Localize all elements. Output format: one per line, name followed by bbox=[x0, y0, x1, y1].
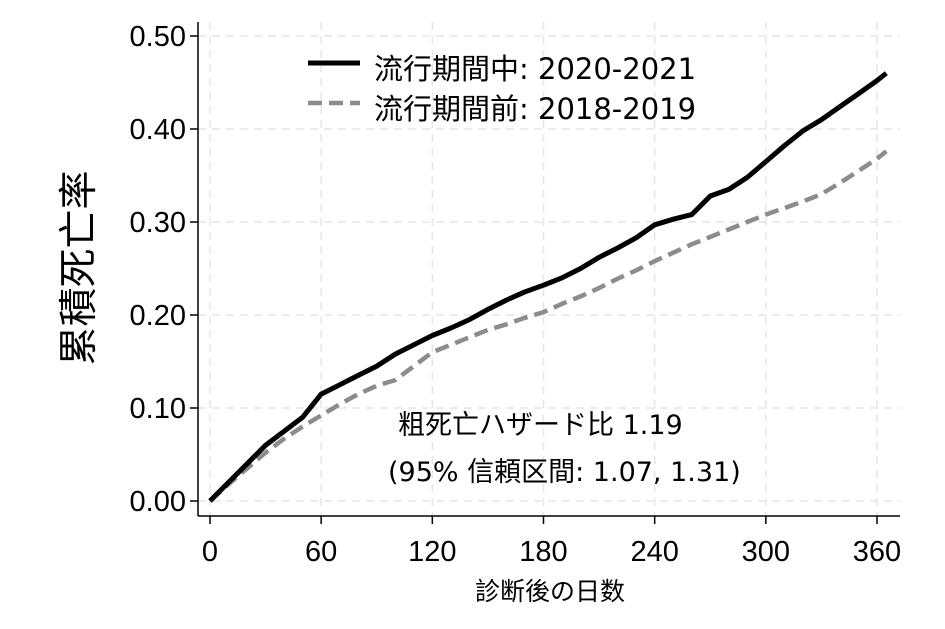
confidence-interval-annotation: (95% 信頼区間: 1.07, 1.31) bbox=[388, 457, 741, 488]
y-tick-label: 0.00 bbox=[130, 486, 186, 518]
legend-label-series-2: 流行期間前: 2018-2019 bbox=[374, 92, 696, 126]
y-tick-label: 0.20 bbox=[130, 300, 186, 332]
legend: 流行期間中: 2020-2021 流行期間前: 2018-2019 bbox=[308, 52, 696, 126]
x-tick-label: 240 bbox=[630, 536, 678, 568]
x-tick-label: 0 bbox=[202, 536, 218, 568]
y-tick-label: 0.10 bbox=[130, 393, 186, 425]
x-tick-label: 180 bbox=[519, 536, 567, 568]
series-line-2 bbox=[208, 149, 888, 503]
y-tick-label: 0.30 bbox=[130, 207, 186, 239]
legend-label-series-1: 流行期間中: 2020-2021 bbox=[374, 52, 696, 86]
y-axis-label: 累積死亡率 bbox=[57, 170, 102, 365]
y-tick-label: 0.40 bbox=[130, 114, 186, 146]
series bbox=[208, 71, 888, 503]
ticks: 0 60 120 180 240 300 360 0.00 0.10 0.20 0.30 0.40 0.… bbox=[130, 21, 902, 568]
axes bbox=[197, 22, 900, 517]
x-tick-label: 120 bbox=[408, 536, 456, 568]
grid bbox=[198, 22, 900, 516]
x-tick-label: 300 bbox=[742, 536, 790, 568]
y-tick-label: 0.50 bbox=[130, 21, 186, 53]
series-line-1 bbox=[208, 71, 888, 503]
x-tick-label: 360 bbox=[853, 536, 901, 568]
x-tick-label: 60 bbox=[305, 536, 337, 568]
x-axis-label: 診断後の日数 bbox=[475, 577, 625, 606]
hazard-ratio-annotation: 粗死亡ハザード比 1.19 bbox=[398, 410, 683, 441]
